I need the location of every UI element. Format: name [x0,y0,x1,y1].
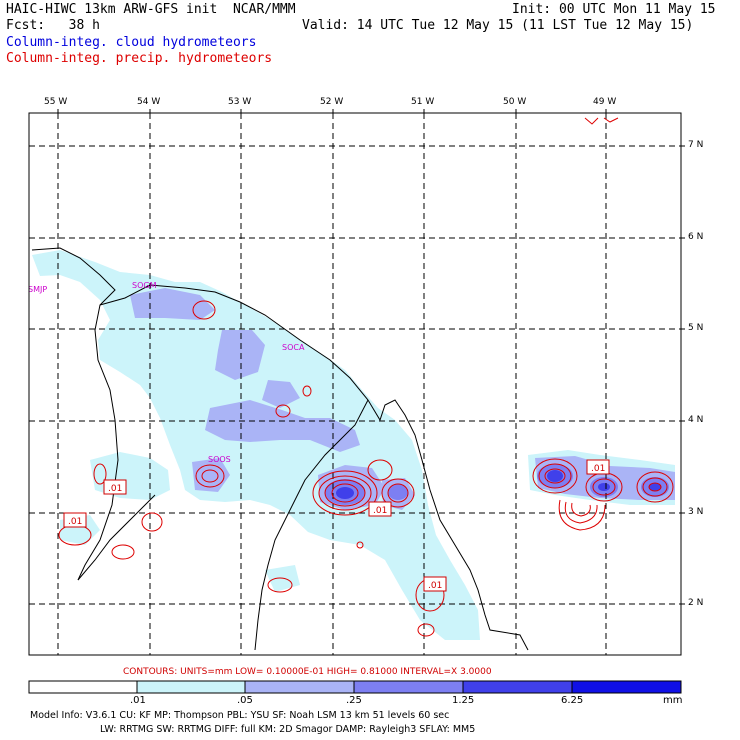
model-info-2: LW: RRTMG SW: RRTMG DIFF: full KM: 2D Sm… [100,724,476,735]
colorbar-tick: 6.25 [561,695,584,706]
cloud-fill-core [336,470,661,499]
coastline [99,284,529,651]
lat-label: 2 N [688,598,704,608]
graticule [29,113,681,655]
lon-label: 53 W [228,97,252,107]
header-init: Init: 00 UTC Mon 11 May 15 [512,2,716,17]
lon-label: 49 W [593,97,617,107]
tick-marks [57,109,685,605]
station-sogm: SOGM [132,281,157,290]
colorbar [28,680,682,694]
lon-label: 50 W [503,97,527,107]
colorbar-unit: mm [663,695,683,706]
lat-label: 3 N [688,507,704,517]
lon-label: 52 W [320,97,344,107]
border [254,399,369,651]
contour-labels: .01 .01 .01 .01 .01 [63,459,610,592]
contours-info: CONTOURS: UNITS=mm LOW= 0.10000E-01 HIGH… [123,667,492,677]
header-forecast: Fcst: 38 h [6,18,100,33]
coastline [31,247,119,581]
header-valid: Valid: 14 UTC Tue 12 May 15 (11 LST Tue … [302,18,694,33]
map-frame [28,112,682,656]
lon-label: 51 W [411,97,435,107]
contour-label: .01 [373,506,387,516]
station-smjp: SMJP [28,285,47,294]
lat-label: 6 N [688,232,704,242]
colorbar-tick: .01 [130,695,146,706]
lat-label: 5 N [688,323,704,333]
stations: SMJP SOGM SOCA SOOS [28,281,305,464]
contour-label: .01 [68,517,82,527]
colorbar-tick: .25 [346,695,362,706]
station-soos: SOOS [208,455,231,464]
lon-label: 54 W [137,97,161,107]
contour-label: .01 [591,464,605,474]
contour-label: .01 [108,484,122,494]
colorbar-tick: 1.25 [452,695,475,706]
legend-cloud: Column-integ. cloud hydrometeors [6,35,257,50]
lat-label: 4 N [688,415,704,425]
station-soca: SOCA [282,343,305,352]
legend-precip: Column-integ. precip. hydrometeors [6,51,273,66]
precip-contours [58,117,674,637]
border [77,494,156,581]
contour-label: .01 [428,581,442,591]
lon-label: 55 W [44,97,68,107]
model-info-1: Model Info: V3.6.1 CU: KF MP: Thompson P… [30,710,450,721]
colorbar-tick: .05 [237,695,253,706]
lat-label: 7 N [688,140,704,150]
header-title: HAIC-HIWC 13km ARW-GFS init NCAR/MMM [6,2,296,17]
